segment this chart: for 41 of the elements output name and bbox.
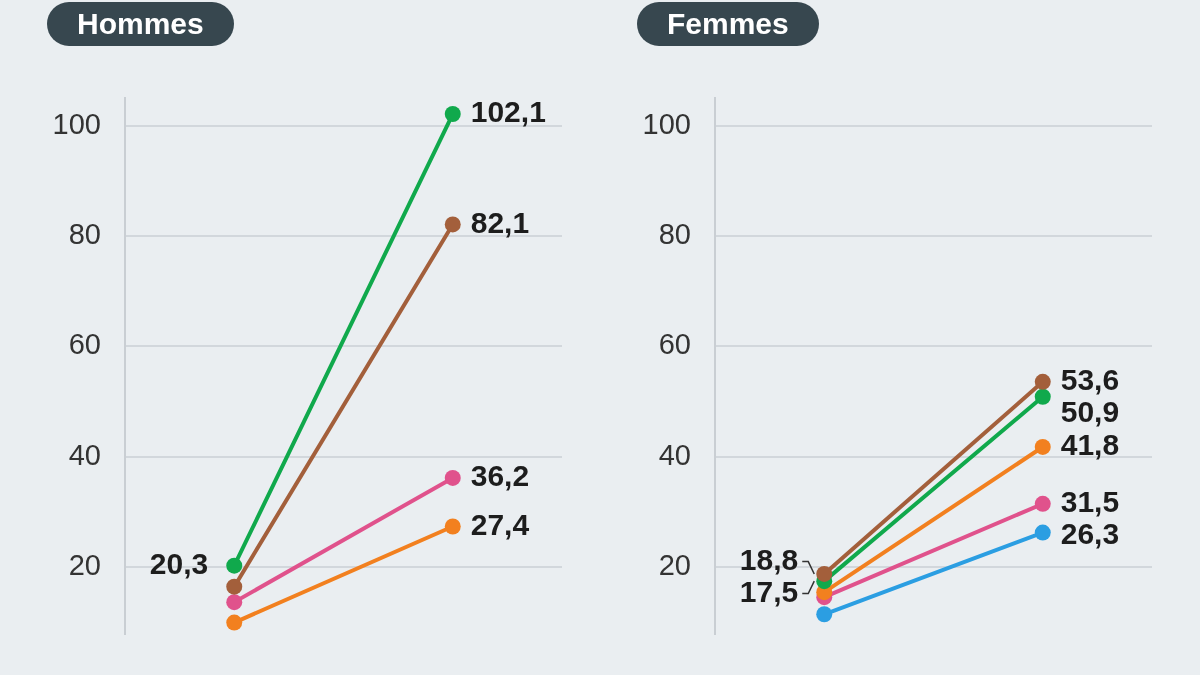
point [1034, 388, 1051, 405]
data-label: 27,4 [470, 507, 530, 541]
point [1034, 373, 1051, 390]
data-label: 18,8 [739, 542, 799, 576]
y-tick-label: 80 [68, 218, 101, 251]
point [226, 594, 243, 611]
y-tick-label: 60 [68, 328, 101, 361]
point [444, 106, 461, 123]
data-label: 26,3 [1060, 517, 1120, 551]
y-tick-label: 60 [658, 328, 691, 361]
point [226, 578, 243, 595]
y-tick-label: 100 [52, 107, 101, 140]
data-label: 50,9 [1060, 395, 1120, 429]
point [444, 518, 461, 535]
point [444, 216, 461, 233]
y-tick-label: 20 [658, 549, 691, 582]
y-tick-label: 80 [658, 218, 691, 251]
y-tick-label: 40 [658, 438, 691, 471]
data-label: 41,8 [1060, 428, 1120, 462]
point [1034, 495, 1051, 512]
point [1034, 438, 1051, 455]
point [816, 606, 833, 623]
label-pill: Hommes [47, 2, 234, 46]
data-label: 31,5 [1060, 485, 1120, 519]
chart-title: Femmes [667, 7, 789, 40]
point [444, 469, 461, 486]
data-label: 53,6 [1060, 363, 1120, 397]
point [816, 565, 833, 582]
point [1034, 524, 1051, 541]
data-label: 36,2 [470, 459, 530, 493]
data-label: 20,3 [149, 546, 209, 580]
point [226, 557, 243, 574]
y-tick-label: 40 [68, 438, 101, 471]
y-tick-label: 100 [642, 107, 691, 140]
data-label: 82,1 [470, 205, 530, 239]
point [226, 614, 243, 631]
label-pill: Femmes [637, 2, 819, 46]
y-tick-label: 20 [68, 549, 101, 582]
data-label: 17,5 [739, 574, 799, 608]
data-label: 102,1 [470, 95, 546, 129]
chart-title: Hommes [77, 7, 204, 40]
